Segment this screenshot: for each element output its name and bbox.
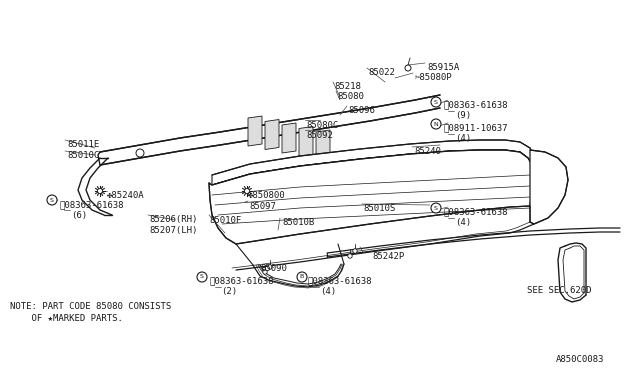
Circle shape <box>47 195 57 205</box>
Polygon shape <box>530 150 568 224</box>
Circle shape <box>431 119 441 129</box>
Text: N: N <box>434 122 438 126</box>
Text: 85207(LH): 85207(LH) <box>149 226 197 235</box>
Text: NOTE: PART CODE 85080 CONSISTS: NOTE: PART CODE 85080 CONSISTS <box>10 302 172 311</box>
Polygon shape <box>209 150 534 244</box>
Text: (2): (2) <box>221 287 237 296</box>
Text: 85022: 85022 <box>368 68 395 77</box>
Polygon shape <box>212 140 535 185</box>
Text: Ⓝ08363-61638: Ⓝ08363-61638 <box>209 276 273 285</box>
Text: S: S <box>434 205 438 211</box>
Text: Ⓝ08363-61638: Ⓝ08363-61638 <box>59 200 124 209</box>
Polygon shape <box>282 123 296 153</box>
Text: A850C0083: A850C0083 <box>556 355 604 364</box>
Text: 85010B: 85010B <box>282 218 314 227</box>
Text: (4): (4) <box>455 218 471 227</box>
Polygon shape <box>248 116 262 146</box>
Text: 85240: 85240 <box>414 147 441 156</box>
Text: 85218: 85218 <box>334 82 361 91</box>
Text: 85090: 85090 <box>260 264 287 273</box>
Circle shape <box>348 254 352 258</box>
Circle shape <box>136 149 144 157</box>
Circle shape <box>431 97 441 107</box>
Circle shape <box>431 203 441 213</box>
Text: 85096: 85096 <box>348 106 375 115</box>
Circle shape <box>353 249 357 253</box>
Text: (4): (4) <box>455 134 471 143</box>
Circle shape <box>97 189 102 193</box>
Circle shape <box>244 189 250 193</box>
Circle shape <box>297 272 307 282</box>
Polygon shape <box>100 95 440 165</box>
Text: 85010S: 85010S <box>363 204 396 213</box>
Text: 85080: 85080 <box>337 92 364 101</box>
Text: 85011E: 85011E <box>67 140 99 149</box>
Polygon shape <box>316 130 330 160</box>
Text: ✂85080P: ✂85080P <box>415 73 452 82</box>
Text: SEE SEC.620D: SEE SEC.620D <box>527 286 591 295</box>
Text: S: S <box>200 275 204 279</box>
Text: 85097: 85097 <box>249 202 276 211</box>
Text: (6): (6) <box>71 211 87 220</box>
Text: 85092: 85092 <box>306 131 333 140</box>
Text: 85242P: 85242P <box>372 252 404 261</box>
Text: (9): (9) <box>455 111 471 120</box>
Text: 85206(RH): 85206(RH) <box>149 215 197 224</box>
Text: 85080C: 85080C <box>306 121 339 130</box>
Text: Ⓝ08363-61638: Ⓝ08363-61638 <box>443 100 508 109</box>
Text: S: S <box>434 99 438 105</box>
Text: 85010F: 85010F <box>209 216 241 225</box>
Polygon shape <box>299 126 313 157</box>
Text: 85915A: 85915A <box>427 63 460 72</box>
Text: 85010C: 85010C <box>67 151 99 160</box>
Text: ⒱08363-61638: ⒱08363-61638 <box>308 276 372 285</box>
Text: (4): (4) <box>320 287 336 296</box>
Circle shape <box>405 65 411 71</box>
Circle shape <box>197 272 207 282</box>
Polygon shape <box>265 119 279 150</box>
Text: S: S <box>50 198 54 202</box>
Text: ✤85240A: ✤85240A <box>107 191 145 200</box>
Text: Ⓝ08363-61638: Ⓝ08363-61638 <box>443 207 508 216</box>
Circle shape <box>268 265 272 269</box>
Circle shape <box>263 270 268 274</box>
Text: B: B <box>300 275 304 279</box>
Text: OF ★MARKED PARTS.: OF ★MARKED PARTS. <box>10 314 123 323</box>
Text: ✤850800: ✤850800 <box>248 191 285 200</box>
Text: Ⓞ08911-10637: Ⓞ08911-10637 <box>443 123 508 132</box>
